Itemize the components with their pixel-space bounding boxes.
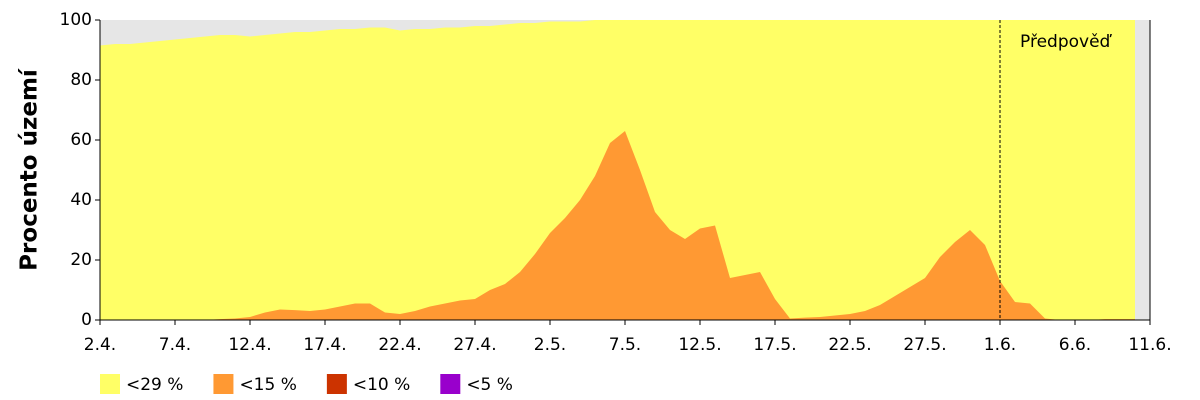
- legend-swatch: [326, 374, 347, 394]
- area: [100, 131, 1135, 320]
- y-tick-label: 20: [70, 250, 92, 270]
- y-tick-label: 100: [60, 10, 92, 30]
- legend-swatch: [213, 374, 234, 394]
- x-tick-label: 2.5.: [534, 335, 566, 355]
- y-tick-label: 60: [70, 130, 92, 150]
- x-tick-label: 22.4.: [378, 335, 421, 355]
- x-tick-label: 7.5.: [609, 335, 641, 355]
- x-tick-label: 27.4.: [453, 335, 496, 355]
- x-tick-label: 27.5.: [903, 335, 946, 355]
- y-tick-label: 0: [81, 310, 92, 330]
- x-tick-label: 12.5.: [678, 335, 721, 355]
- x-tick-label: 22.5.: [828, 335, 871, 355]
- x-tick-label: 12.4.: [228, 335, 271, 355]
- legend-label: <15 %: [239, 375, 296, 395]
- legend-label: <5 %: [466, 375, 513, 395]
- x-tick-label: 7.4.: [159, 335, 191, 355]
- legend-swatch: [100, 374, 120, 394]
- forecast-label: Předpověď: [1020, 32, 1113, 52]
- x-tick-label: 17.4.: [303, 335, 346, 355]
- legend-swatch: [440, 374, 461, 394]
- y-tick-label: 40: [70, 190, 92, 210]
- y-axis-label: Procento území: [17, 68, 43, 271]
- x-tick-label: 17.5.: [753, 335, 796, 355]
- legend-label: <29 %: [126, 375, 183, 395]
- x-tick-label: 6.6.: [1059, 335, 1091, 355]
- legend-label: <10 %: [353, 375, 410, 395]
- x-tick-label: 1.6.: [984, 335, 1016, 355]
- x-tick-label: 11.6.: [1128, 335, 1171, 355]
- x-tick-label: 2.4.: [84, 335, 116, 355]
- y-tick-label: 80: [70, 70, 92, 90]
